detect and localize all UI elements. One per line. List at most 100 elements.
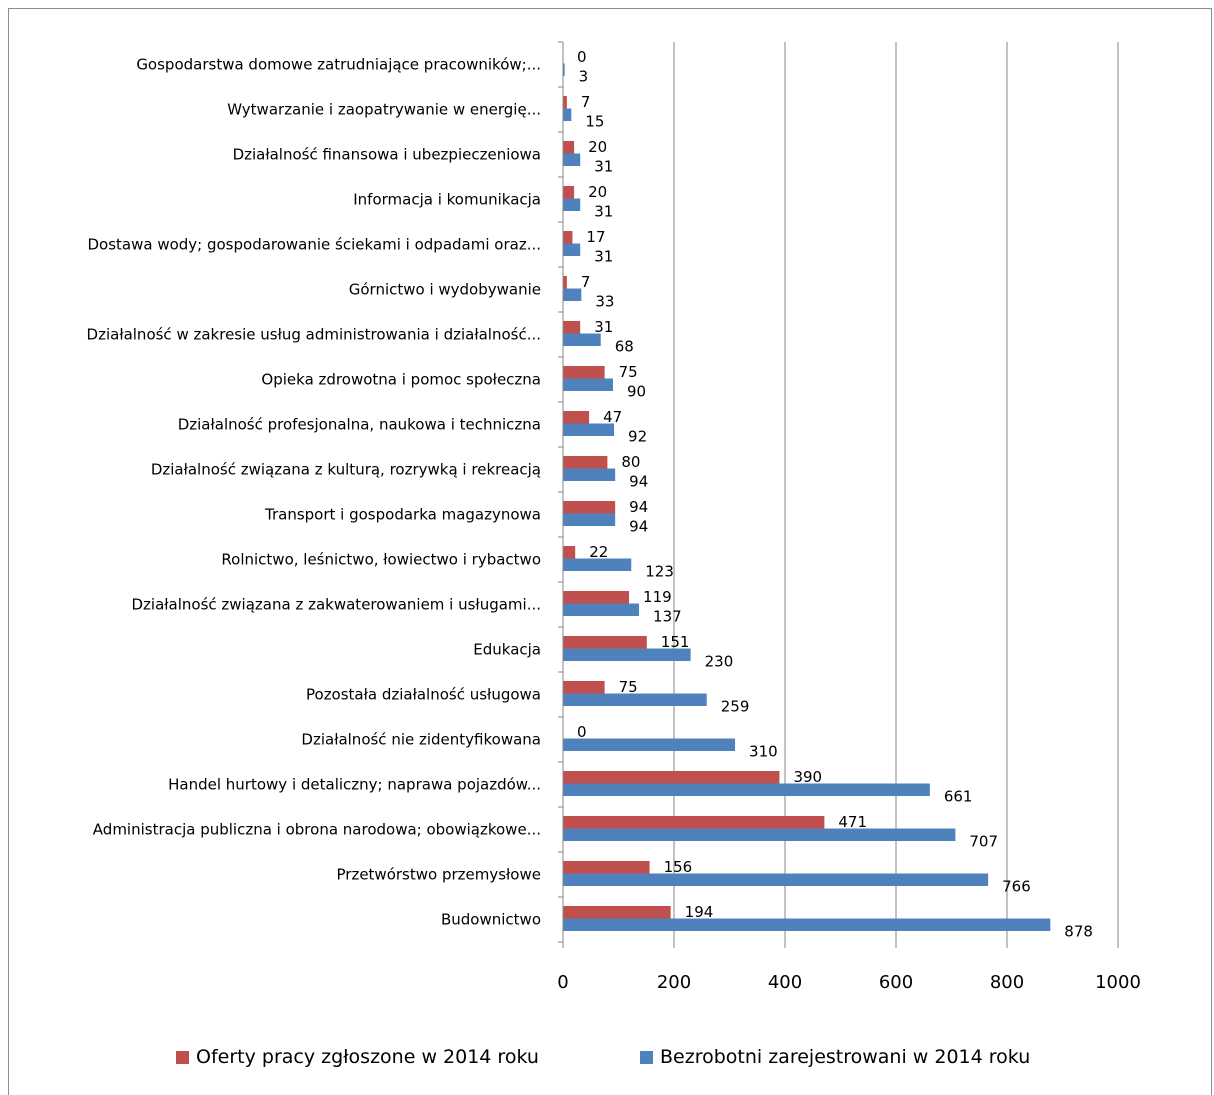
data-label-bezrobotni: 33: [595, 293, 614, 311]
category-label: Opieka zdrowotna i pomoc społeczna: [261, 371, 541, 389]
data-label-oferty: 75: [619, 363, 638, 381]
bar-oferty: [563, 501, 616, 514]
bar-bezrobotni: [563, 333, 601, 346]
category-label: Górnictwo i wydobywanie: [349, 281, 541, 299]
bar-oferty: [563, 231, 573, 244]
data-label-oferty: 20: [588, 183, 607, 201]
bar-oferty: [563, 681, 605, 694]
data-label-oferty: 17: [586, 228, 605, 246]
bar-oferty: [563, 366, 605, 379]
bar-bezrobotni: [563, 693, 707, 706]
bar-bezrobotni: [563, 378, 613, 391]
category-label: Rolnictwo, leśnictwo, łowiectwo i rybact…: [221, 551, 541, 569]
bar-oferty: [563, 411, 590, 424]
data-label-bezrobotni: 310: [749, 743, 778, 761]
category-label: Pozostała działalność usługowa: [306, 686, 541, 704]
data-label-bezrobotni: 123: [645, 563, 674, 581]
x-tick-label: 800: [990, 972, 1024, 993]
data-labels: 1948781567664717073906610310752591512301…: [577, 48, 1093, 941]
bar-bezrobotni: [563, 513, 616, 526]
data-label-bezrobotni: 31: [594, 248, 613, 266]
category-label: Działalność profesjonalna, naukowa i tec…: [178, 416, 541, 434]
data-label-bezrobotni: 661: [944, 788, 973, 806]
bar-bezrobotni: [563, 153, 581, 166]
data-label-bezrobotni: 766: [1002, 878, 1031, 896]
category-label: Działalność nie zidentyfikowana: [301, 731, 541, 749]
data-label-bezrobotni: 90: [627, 383, 646, 401]
data-label-bezrobotni: 92: [628, 428, 647, 446]
bar-oferty: [563, 96, 567, 109]
category-label: Edukacja: [473, 641, 541, 659]
bar-oferty: [563, 906, 671, 919]
legend-label: Oferty pracy zgłoszone w 2014 roku: [196, 1046, 539, 1068]
category-label: Gospodarstwa domowe zatrudniające pracow…: [136, 56, 541, 74]
x-tick-label: 600: [879, 972, 913, 993]
data-label-oferty: 0: [577, 723, 587, 741]
x-tick-label: 200: [657, 972, 691, 993]
data-label-oferty: 20: [588, 138, 607, 156]
legend-swatch: [176, 1051, 189, 1064]
bar-oferty: [563, 141, 575, 154]
category-label: Działalność związana z zakwaterowaniem i…: [132, 596, 542, 614]
bar-bezrobotni: [563, 108, 572, 121]
data-label-oferty: 75: [619, 678, 638, 696]
gridlines: [558, 41, 1119, 948]
data-label-bezrobotni: 707: [969, 833, 998, 851]
data-label-oferty: 471: [838, 813, 867, 831]
bar-bezrobotni: [563, 468, 616, 481]
data-label-bezrobotni: 259: [721, 698, 750, 716]
bar-oferty: [563, 276, 567, 289]
bar-oferty: [563, 186, 575, 199]
data-label-bezrobotni: 15: [585, 113, 604, 131]
chart-frame: [8, 8, 1212, 1095]
category-label: Wytwarzanie i zaopatrywanie w energię...: [227, 101, 541, 119]
data-label-oferty: 151: [661, 633, 690, 651]
bar-bezrobotni: [563, 288, 582, 301]
bar-bezrobotni: [563, 783, 930, 796]
category-label: Administracja publiczna i obrona narodow…: [93, 821, 541, 839]
x-tick-label: 400: [768, 972, 802, 993]
legend: Oferty pracy zgłoszone w 2014 roku Bezrob…: [176, 1046, 1030, 1068]
data-label-oferty: 94: [629, 498, 648, 516]
data-label-bezrobotni: 31: [594, 203, 613, 221]
data-label-bezrobotni: 878: [1064, 923, 1093, 941]
bar-oferty: [563, 321, 581, 334]
data-label-bezrobotni: 230: [705, 653, 734, 671]
category-label: Działalność finansowa i ubezpieczeniowa: [233, 146, 541, 164]
data-label-bezrobotni: 94: [629, 473, 648, 491]
bar-bezrobotni: [563, 423, 615, 436]
bar-bezrobotni: [563, 63, 565, 76]
data-label-bezrobotni: 3: [579, 68, 589, 86]
legend-label: Bezrobotni zarejestrowani w 2014 roku: [660, 1046, 1030, 1068]
category-label: Handel hurtowy i detaliczny; naprawa poj…: [168, 776, 541, 794]
bar-oferty: [563, 771, 780, 784]
data-label-oferty: 119: [643, 588, 672, 606]
x-tick-label: 0: [557, 972, 568, 993]
data-label-oferty: 7: [581, 273, 591, 291]
category-label: Transport i gospodarka magazynowa: [264, 506, 541, 524]
data-label-oferty: 22: [589, 543, 608, 561]
data-label-oferty: 31: [594, 318, 613, 336]
data-label-bezrobotni: 137: [653, 608, 682, 626]
category-label: Dostawa wody; gospodarowanie ściekami i …: [87, 236, 541, 254]
category-label: Przetwórstwo przemysłowe: [337, 866, 542, 884]
category-label: Działalność w zakresie usług administrow…: [87, 326, 541, 344]
category-label: Informacja i komunikacja: [353, 191, 541, 209]
x-tick-label: 1000: [1095, 972, 1141, 993]
bar-bezrobotni: [563, 828, 956, 841]
bar-bezrobotni: [563, 558, 632, 571]
bar-bezrobotni: [563, 918, 1051, 931]
data-label-oferty: 194: [685, 903, 714, 921]
category-labels: Budownictwo Przetwórstwo przemysłowe Admin…: [87, 56, 541, 929]
bar-bezrobotni: [563, 873, 989, 886]
bar-oferty: [563, 636, 647, 649]
bar-bezrobotni: [563, 603, 640, 616]
bar-oferty: [563, 861, 650, 874]
bar-bezrobotni: [563, 243, 581, 256]
data-label-oferty: 0: [577, 48, 587, 66]
bar-oferty: [563, 456, 608, 469]
data-label-bezrobotni: 31: [594, 158, 613, 176]
x-axis-ticks: 0 200 400 600 800 1000: [557, 972, 1141, 993]
legend-swatch: [640, 1051, 653, 1064]
